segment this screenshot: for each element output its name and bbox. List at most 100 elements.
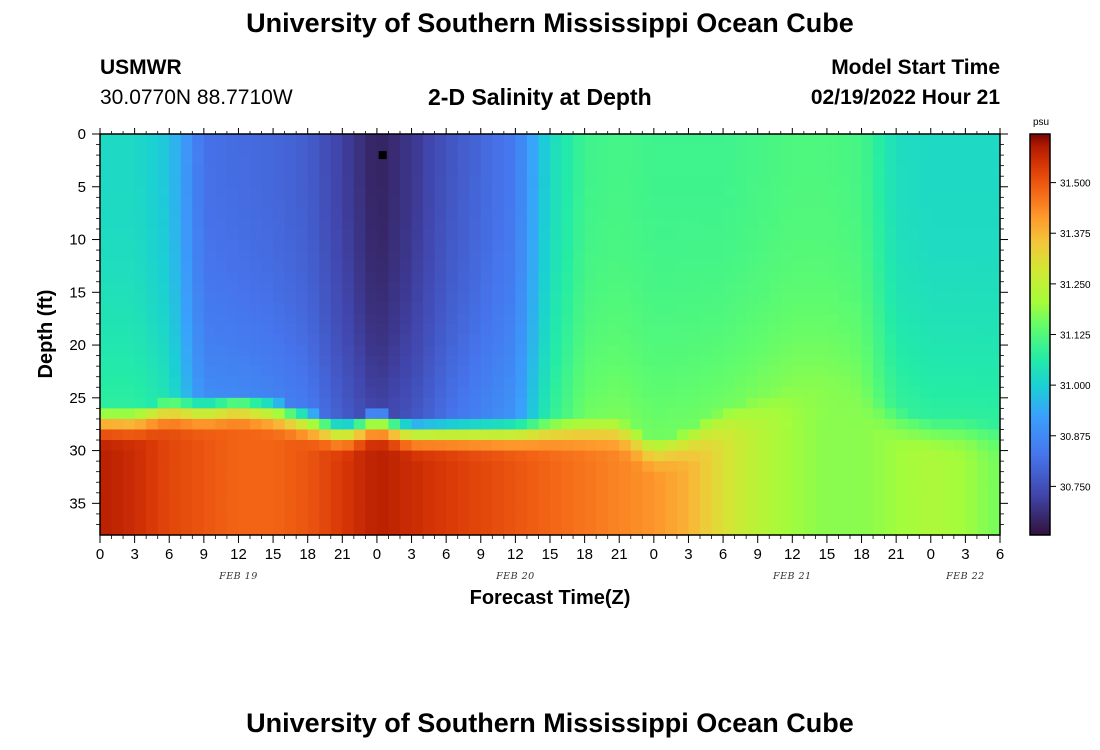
- heatmap-cell: [734, 387, 747, 399]
- heatmap-cell: [676, 387, 690, 399]
- heatmap-cell: [342, 513, 355, 526]
- heatmap-cell: [226, 176, 240, 188]
- heatmap-cell: [688, 503, 701, 515]
- heatmap-cell: [826, 144, 840, 156]
- heatmap-cell: [469, 271, 482, 283]
- heatmap-cell: [561, 144, 574, 156]
- station-id: USMWR: [100, 56, 182, 79]
- heatmap-cell: [653, 239, 666, 251]
- heatmap-cell: [792, 165, 805, 177]
- heatmap-cell: [573, 366, 586, 378]
- heatmap-cell: [965, 334, 978, 346]
- heatmap-cell: [769, 260, 782, 272]
- heatmap-cell: [423, 366, 436, 378]
- heatmap-cell: [480, 355, 493, 367]
- heatmap-cell: [446, 228, 459, 241]
- heatmap-cell: [607, 281, 620, 293]
- heatmap-cell: [942, 271, 955, 283]
- heatmap-cell: [226, 228, 240, 241]
- heatmap-cell: [273, 250, 286, 262]
- heatmap-cell: [884, 450, 897, 462]
- heatmap-cell: [907, 218, 920, 230]
- heatmap-cell: [111, 513, 124, 526]
- heatmap-cell: [596, 218, 609, 230]
- heatmap-cell: [815, 313, 828, 325]
- heatmap-cell: [550, 186, 563, 198]
- heatmap-cell: [457, 482, 470, 494]
- heatmap-cell: [815, 450, 828, 462]
- heatmap-cell: [215, 376, 228, 388]
- heatmap-cell: [653, 492, 666, 504]
- heatmap-cell: [538, 239, 551, 251]
- heatmap-cell: [930, 218, 943, 230]
- heatmap-cell: [769, 207, 782, 220]
- heatmap-cell: [757, 366, 770, 378]
- heatmap-cell: [550, 155, 563, 167]
- heatmap-cell: [988, 418, 1000, 431]
- heatmap-cell: [850, 503, 863, 515]
- heatmap-cell: [850, 345, 863, 357]
- heatmap-cell: [169, 260, 182, 272]
- heatmap-cell: [676, 323, 690, 336]
- heatmap-cell: [711, 186, 724, 198]
- heatmap-cell: [769, 239, 782, 251]
- heatmap-cell: [192, 345, 205, 357]
- heatmap-cell: [134, 271, 147, 283]
- heatmap-cell: [261, 355, 274, 367]
- heatmap-cell: [873, 260, 886, 272]
- heatmap-cell: [965, 387, 978, 399]
- heatmap-cell: [526, 250, 540, 262]
- heatmap-cell: [238, 345, 251, 357]
- heatmap-cell: [676, 524, 690, 535]
- heatmap-cell: [850, 513, 863, 526]
- heatmap-cell: [930, 281, 943, 293]
- heatmap-cell: [838, 271, 851, 283]
- heatmap-cell: [480, 176, 493, 188]
- heatmap-cell: [319, 334, 332, 346]
- heatmap-cell: [769, 176, 782, 188]
- heatmap-cell: [157, 461, 170, 473]
- heatmap-cell: [111, 218, 124, 230]
- heatmap-cell: [434, 250, 447, 262]
- heatmap-cell: [584, 355, 597, 367]
- heatmap-cell: [607, 513, 620, 526]
- heatmap-cell: [769, 440, 782, 452]
- heatmap-cell: [826, 513, 840, 526]
- heatmap-cell: [400, 345, 413, 357]
- heatmap-cell: [561, 482, 574, 494]
- heatmap-cell: [261, 461, 274, 473]
- heatmap-cell: [861, 144, 874, 156]
- heatmap-cell: [238, 281, 251, 293]
- heatmap-cell: [607, 345, 620, 357]
- heatmap-cell: [757, 450, 770, 462]
- heatmap-cell: [480, 345, 493, 357]
- heatmap-cell: [700, 144, 713, 156]
- heatmap-cell: [284, 408, 297, 420]
- heatmap-cell: [169, 440, 182, 452]
- heatmap-cell: [273, 450, 286, 462]
- heatmap-cell: [965, 239, 978, 251]
- heatmap-cell: [815, 461, 828, 473]
- heatmap-cell: [376, 239, 390, 251]
- heatmap-cell: [561, 334, 574, 346]
- heatmap-cell: [596, 292, 609, 304]
- heatmap-cell: [976, 492, 990, 504]
- heatmap-cell: [307, 471, 320, 483]
- heatmap-cell: [238, 524, 251, 535]
- heatmap-cell: [700, 165, 713, 177]
- heatmap-cell: [411, 366, 424, 378]
- heatmap-cell: [446, 207, 459, 220]
- heatmap-cell: [169, 461, 182, 473]
- heatmap-cell: [203, 418, 216, 431]
- heatmap-cell: [250, 186, 263, 198]
- heatmap-cell: [596, 387, 609, 399]
- heatmap-cell: [826, 418, 840, 431]
- heatmap-cell: [642, 408, 655, 420]
- heatmap-cell: [203, 334, 216, 346]
- heatmap-cell: [192, 408, 205, 420]
- heatmap-cell: [930, 376, 943, 388]
- heatmap-cell: [561, 292, 574, 304]
- heatmap-cell: [180, 471, 193, 483]
- heatmap-cell: [469, 513, 482, 526]
- heatmap-cell: [873, 408, 886, 420]
